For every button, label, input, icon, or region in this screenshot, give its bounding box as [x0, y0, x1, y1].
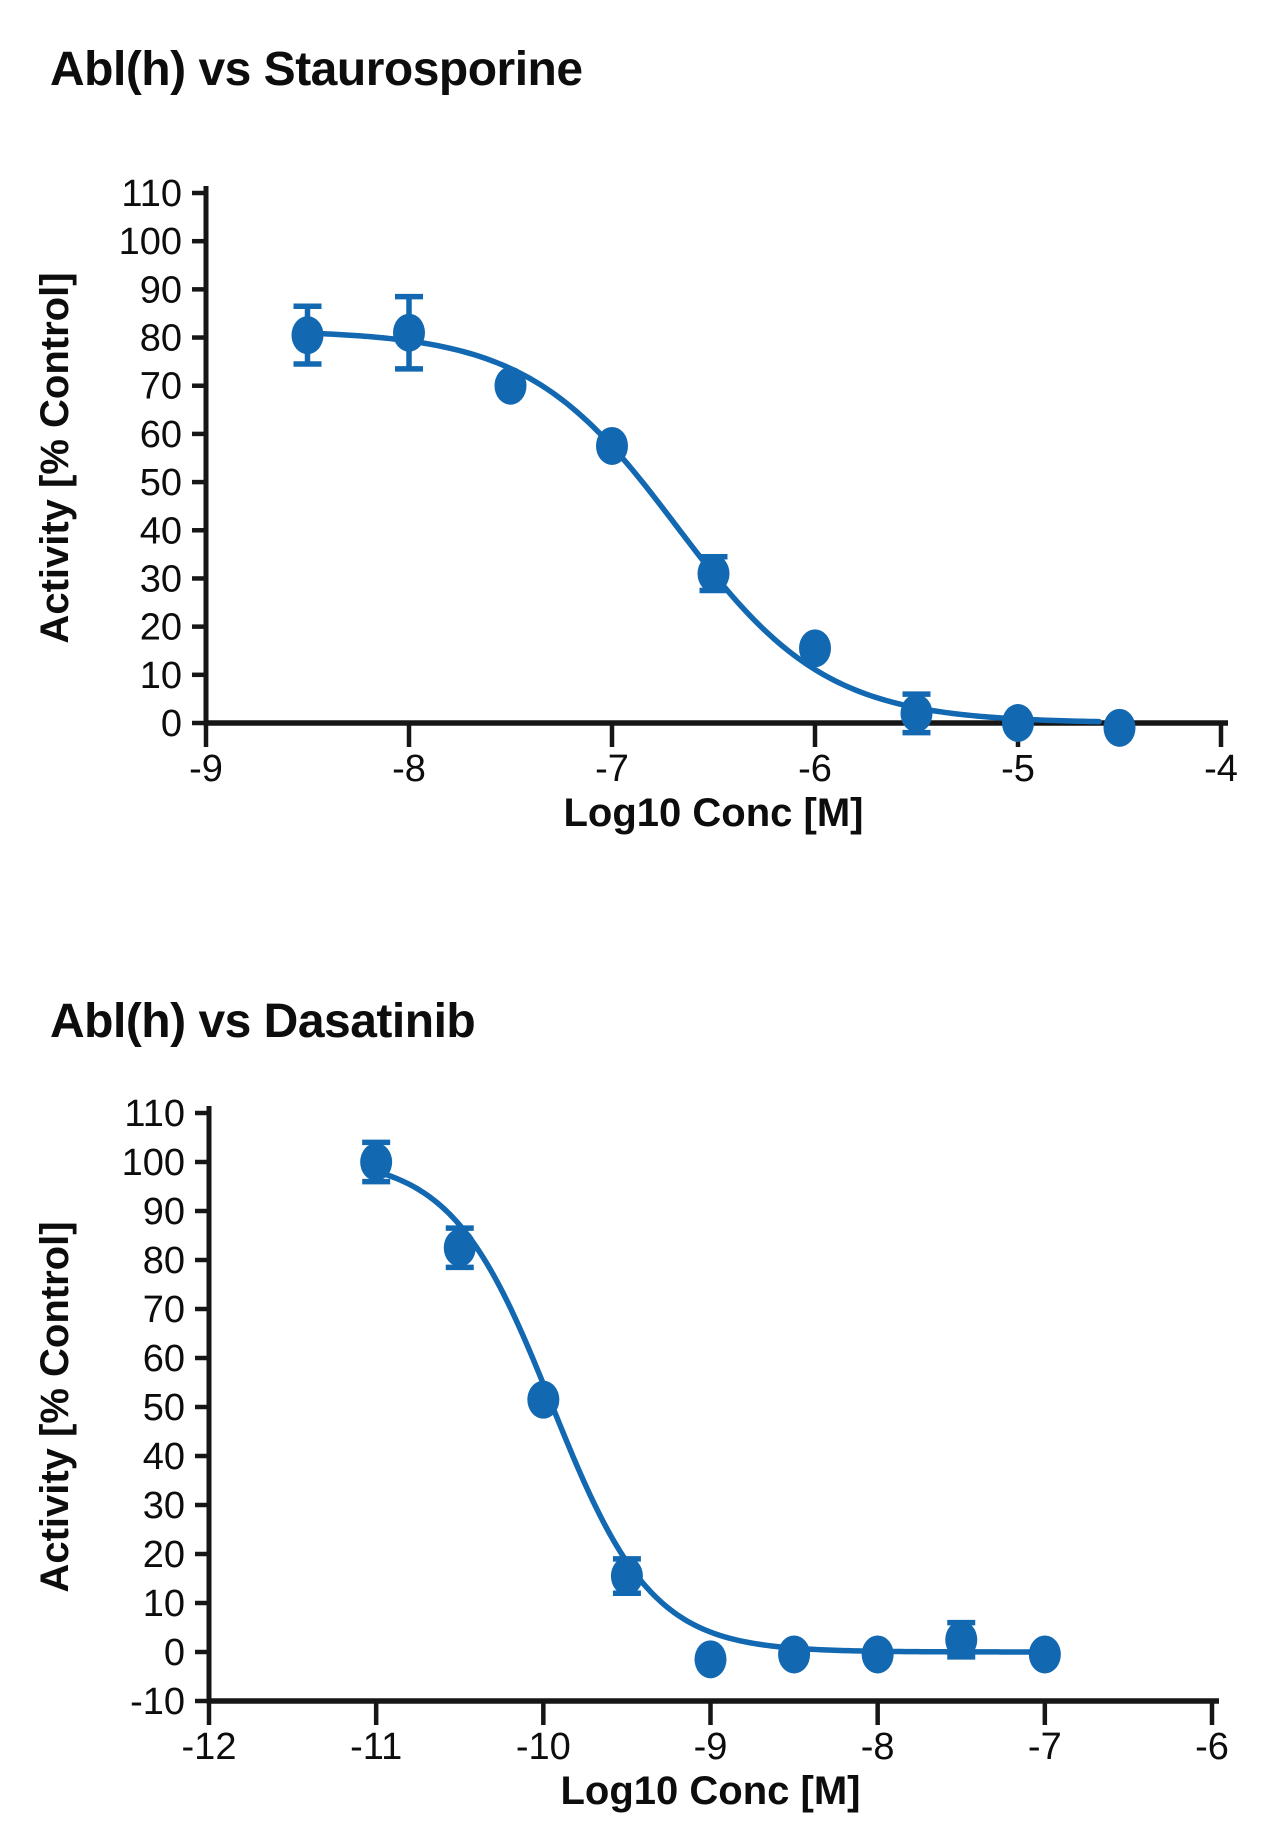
x-axis-title: Log10 Conc [M] [564, 791, 864, 835]
y-tick-label: 90 [143, 1191, 185, 1233]
x-tick-label: -5 [1001, 748, 1035, 790]
data-point [596, 426, 628, 465]
y-tick-label: 0 [161, 703, 182, 745]
data-points [291, 313, 1136, 747]
error-bars [293, 293, 931, 736]
data-point [694, 1640, 727, 1679]
data-point [1002, 704, 1034, 742]
data-point [393, 313, 425, 352]
x-tick-label: -9 [694, 1726, 728, 1768]
fit-curve [373, 1168, 1048, 1655]
y-tick-label: 100 [119, 221, 182, 263]
y-tick-label: 60 [140, 414, 182, 456]
y-tick-label: 110 [121, 173, 182, 215]
chart-title-dasatinib: Abl(h) vs Dasatinib [50, 995, 476, 1048]
axes [206, 1106, 1219, 1704]
y-tick-label: 100 [122, 1142, 185, 1184]
x-tick-label: -6 [798, 748, 832, 790]
y-tick-label: 60 [143, 1338, 185, 1380]
data-point [291, 316, 324, 355]
x-tick-label: -7 [595, 748, 629, 790]
y-tick-label: 20 [143, 1534, 185, 1576]
y-tick-label: 110 [124, 1093, 185, 1135]
x-tick-label: -10 [516, 1726, 571, 1768]
axes [203, 186, 1228, 726]
y-tick-label: 20 [140, 607, 182, 649]
data-point [1103, 708, 1136, 747]
x-tick-label: -7 [1028, 1726, 1062, 1768]
staurosporine-dose-response-plot: -9 -8 -7 -6 -5 -4 0 10 20 30 40 50 60 70 80 90 100 110 Act… [33, 173, 1238, 835]
x-tick-label: -9 [189, 748, 223, 790]
y-tick-label: 10 [143, 1583, 185, 1625]
x-tick-label: -6 [1195, 1726, 1229, 1768]
y-tick-label: 0 [164, 1632, 185, 1674]
y-tick-label: 40 [143, 1436, 185, 1478]
y-axis-ticks: 0 10 20 30 40 50 60 70 80 90 100 110 [119, 173, 206, 745]
data-point [527, 1380, 560, 1419]
x-tick-label: -8 [861, 1726, 895, 1768]
data-point [861, 1635, 894, 1674]
chart-title-staurosporine: Abl(h) vs Staurosporine [50, 43, 583, 96]
data-point [360, 1143, 393, 1181]
dasatinib-dose-response-plot: -12 -11 -10 -9 -8 -7 -6 -10 0 10 20 30 40 50 60 70 80 90 1… [33, 1093, 1229, 1813]
y-tick-label: 80 [143, 1240, 185, 1282]
y-axis-title: Activity [% Control] [33, 272, 77, 643]
data-point [945, 1620, 978, 1659]
y-axis-ticks: -10 0 10 20 30 40 50 60 70 80 90 100 110 [122, 1093, 209, 1723]
y-tick-label: 80 [140, 318, 182, 360]
x-tick-label: -8 [392, 748, 426, 790]
data-point [900, 694, 933, 733]
x-tick-label: -11 [350, 1726, 402, 1768]
x-tick-label: -12 [182, 1726, 237, 1768]
y-tick-label: 30 [140, 558, 182, 600]
x-axis-title: Log10 Conc [M] [561, 1769, 861, 1813]
y-tick-label: 70 [143, 1289, 185, 1331]
data-point [610, 1557, 643, 1596]
data-point [443, 1228, 476, 1267]
y-tick-label: 70 [140, 366, 182, 408]
data-points [360, 1143, 1061, 1679]
data-point [1028, 1635, 1061, 1674]
data-point [494, 366, 527, 405]
data-point [697, 554, 730, 593]
data-point [799, 629, 831, 668]
y-tick-label: 30 [143, 1485, 185, 1527]
x-axis-ticks: -9 -8 -7 -6 -5 -4 [189, 725, 1238, 790]
x-axis-ticks: -12 -11 -10 -9 -8 -7 -6 [182, 1703, 1229, 1768]
x-tick-label: -4 [1204, 748, 1238, 790]
data-point [778, 1635, 811, 1674]
y-tick-label: 90 [140, 269, 182, 311]
y-tick-label: 50 [140, 462, 182, 504]
fit-curve [304, 330, 1102, 725]
y-tick-label: 50 [143, 1387, 185, 1429]
y-axis-title: Activity [% Control] [33, 1221, 77, 1592]
y-tick-label: -10 [130, 1681, 185, 1723]
y-tick-label: 10 [140, 655, 182, 697]
y-tick-label: 40 [140, 510, 182, 552]
